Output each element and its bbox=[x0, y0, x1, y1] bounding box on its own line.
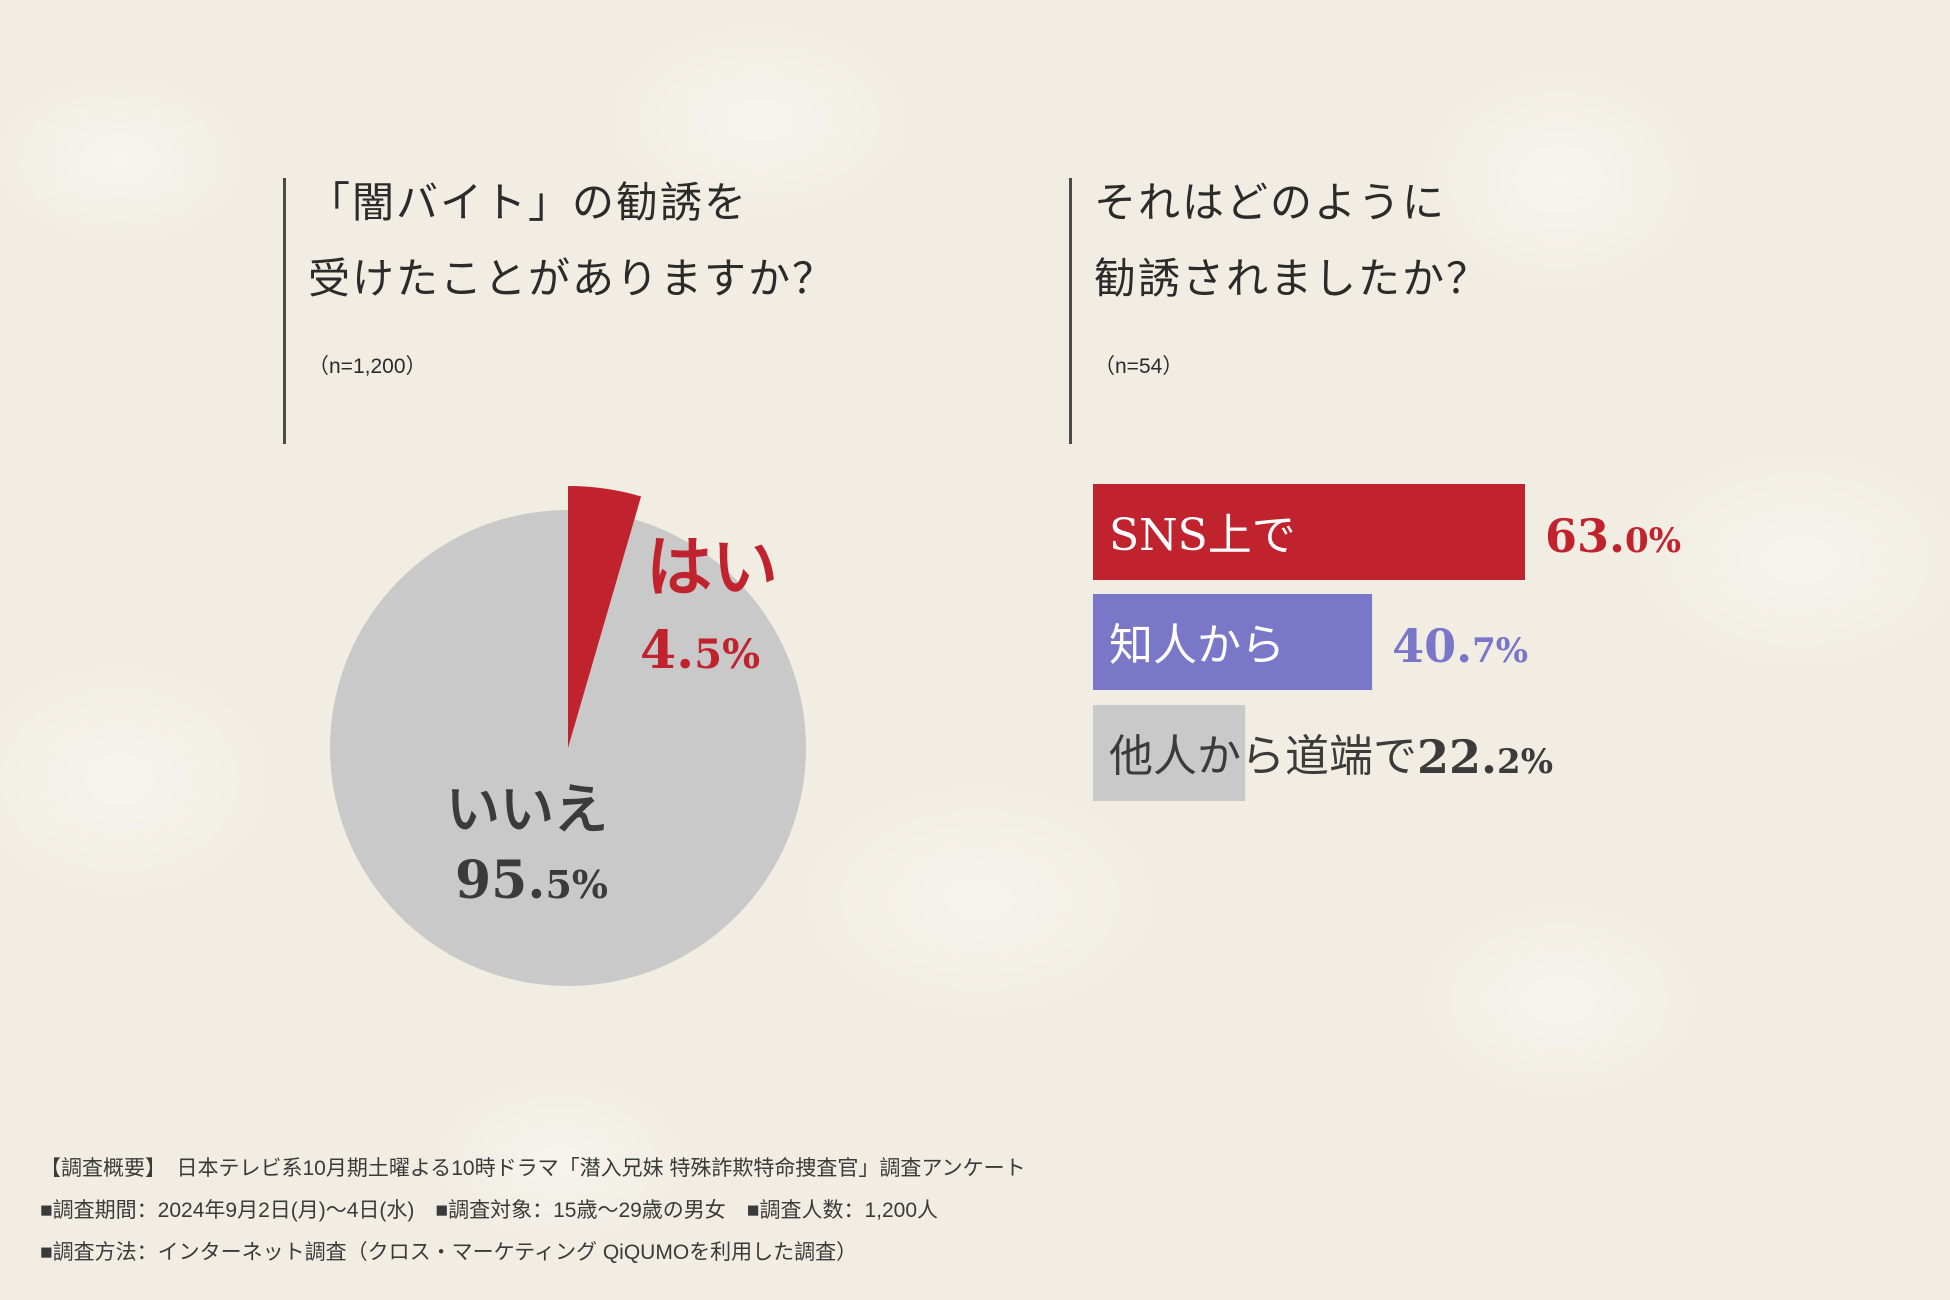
right-question-line2: 勧誘されましたか？ bbox=[1094, 254, 1491, 303]
bar-1 bbox=[1093, 484, 1525, 580]
pie-value-yes: 4.5% bbox=[640, 620, 760, 681]
bar-3 bbox=[1093, 705, 1246, 801]
pie-slice-no bbox=[330, 510, 807, 986]
bar-value-1: 63.0% bbox=[1545, 509, 1681, 563]
pie-value-no: 95.5% bbox=[455, 850, 608, 911]
survey-period-target-count: ■調査期間：2024年9月2日(月)～4日(水) ■調査対象：15歳～29歳の男… bbox=[40, 1199, 939, 1222]
pie-slice-yes bbox=[568, 486, 642, 748]
survey-method: ■調査方法：インターネット調査（クロス・マーケティング QiQUMOを利用した調… bbox=[40, 1241, 858, 1264]
left-sample-size: （n=1,200） bbox=[308, 355, 427, 378]
pie-label-no: いいえ bbox=[446, 777, 608, 841]
right-sample-size: （n=54） bbox=[1094, 355, 1184, 378]
left-divider bbox=[283, 178, 286, 444]
bar-value-2: 40.7% bbox=[1392, 619, 1528, 673]
bar-value-3: 22.2% bbox=[1417, 730, 1553, 784]
bar-label-1: SNS上で bbox=[1109, 510, 1296, 561]
bar-label-3: 他人から道端で bbox=[1109, 731, 1417, 782]
bar-2 bbox=[1093, 594, 1373, 690]
left-question-line2: 受けたことがありますか？ bbox=[308, 254, 837, 303]
survey-summary: 【調査概要】 日本テレビ系10月期土曜よる10時ドラマ「潜入兄妹 特殊詐欺特命捜… bbox=[40, 1157, 1026, 1180]
left-question-line1: 「闇バイト」の勧誘を bbox=[308, 178, 749, 227]
pie-label-yes: はい bbox=[646, 528, 778, 606]
right-question-line1: それはどのように bbox=[1094, 178, 1447, 227]
right-divider bbox=[1069, 178, 1072, 444]
bar-label-2: 知人から bbox=[1109, 620, 1285, 671]
